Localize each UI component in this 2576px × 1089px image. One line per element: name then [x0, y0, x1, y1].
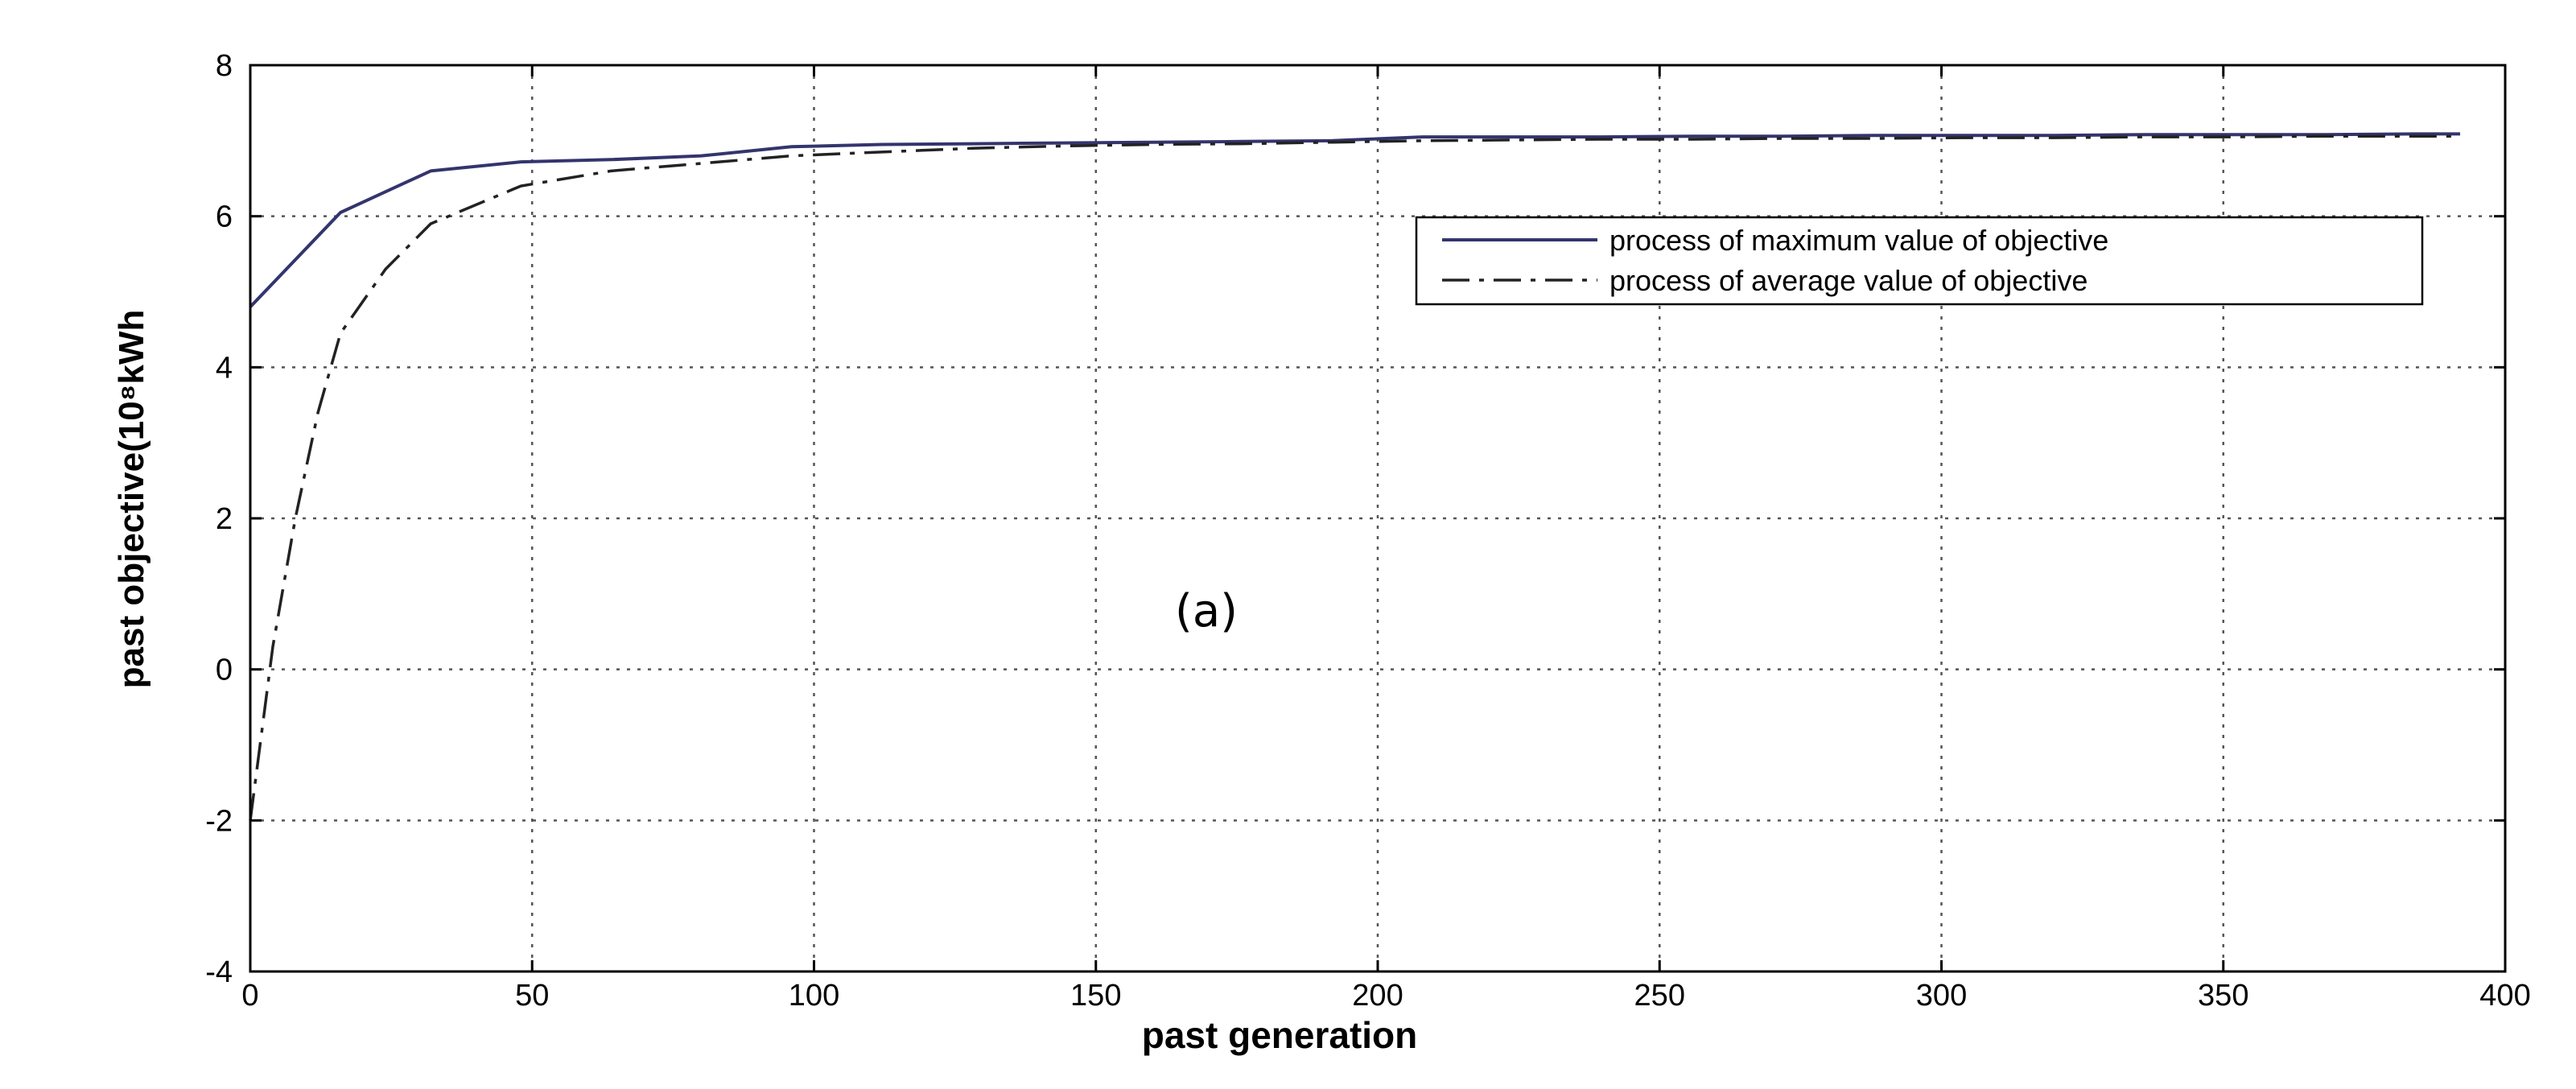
y-tick-label: -4: [205, 955, 233, 989]
series-line-maximum: [249, 132, 2460, 308]
series-layer: [249, 132, 2460, 821]
y-tick-label: 0: [216, 654, 233, 687]
y-tick-label: 8: [216, 49, 233, 83]
x-tick-label: 0: [241, 979, 258, 1013]
x-tick-label: 350: [2198, 979, 2248, 1013]
legend-box: [1415, 216, 2424, 306]
x-tick-label: 300: [1916, 979, 1967, 1013]
x-axis-title: past generation: [1142, 1014, 1418, 1056]
legend-label-average: process of average value of objective: [1609, 264, 2088, 297]
annotation-label: (a): [1175, 585, 1238, 637]
x-tick-label: 400: [2479, 979, 2530, 1013]
y-tick-label: 2: [216, 502, 233, 536]
x-tick-label: 250: [1634, 979, 1685, 1013]
y-tick-label: -2: [205, 804, 233, 838]
legend-label-max: process of maximum value of objective: [1609, 224, 2108, 257]
y-axis-title: past objective(10⁸kWh: [112, 310, 151, 689]
x-tick-label: 50: [515, 979, 549, 1013]
grid: [250, 65, 2505, 971]
x-tick-label: 150: [1070, 979, 1121, 1013]
x-tick-labels: 0 50 100 150 200 250 300 350 400: [241, 979, 2530, 1013]
series-line-average: [249, 134, 2460, 821]
x-tick-label: 100: [789, 979, 839, 1013]
x-tick-label: 200: [1352, 979, 1403, 1013]
y-tick-label: 6: [216, 200, 233, 234]
y-tick-label: 4: [216, 351, 233, 385]
ticks: [249, 64, 2507, 973]
legend: process of maximum value of objective pr…: [1415, 216, 2424, 306]
y-tick-labels: -4 -2 0 2 4 6 8: [205, 49, 233, 989]
